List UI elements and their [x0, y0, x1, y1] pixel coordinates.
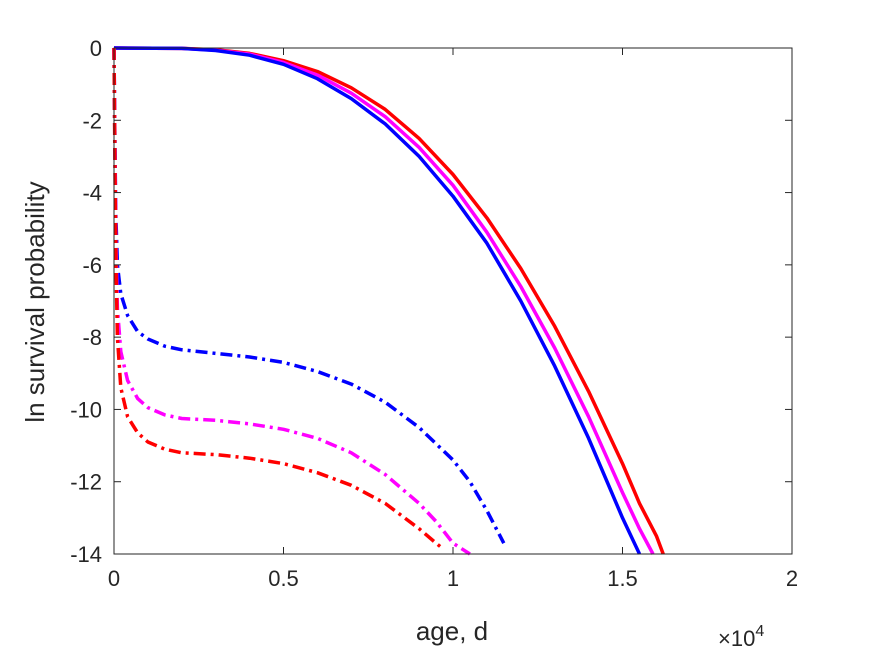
series-line-3 — [112, 47, 506, 545]
x-tick-label: 1.5 — [607, 566, 638, 591]
series-line-2 — [113, 46, 642, 555]
y-axis-label: ln survival probability — [20, 181, 50, 422]
y-tick-label: -14 — [70, 542, 102, 567]
y-tick-label: -12 — [70, 470, 102, 495]
x-axis-exponent: ×104 — [718, 623, 764, 651]
ticks-layer: 0 0.5 1 1.5 2 0 -2 -4 -6 -8 -10 -12 -14 — [70, 36, 798, 591]
y-tick-label: -10 — [70, 397, 102, 422]
y-tick-label: -4 — [82, 181, 102, 206]
svg-text:×104: ×104 — [718, 623, 764, 651]
x-tick-label: 0 — [108, 566, 120, 591]
y-tick-label: -6 — [82, 253, 102, 278]
x-exponent-power: 4 — [755, 623, 764, 640]
series-layer — [112, 46, 665, 556]
y-tick-label: -2 — [82, 108, 102, 133]
y-tick-label: 0 — [90, 36, 102, 61]
x-tick-label: 0.5 — [268, 566, 299, 591]
x-tick-label: 2 — [786, 566, 798, 591]
x-exponent-multiplier: ×10 — [718, 626, 755, 651]
x-axis-label: age, d — [416, 616, 488, 646]
series-line-5 — [112, 47, 444, 550]
y-tick-label: -8 — [82, 325, 102, 350]
x-tick-label: 1 — [447, 566, 459, 591]
